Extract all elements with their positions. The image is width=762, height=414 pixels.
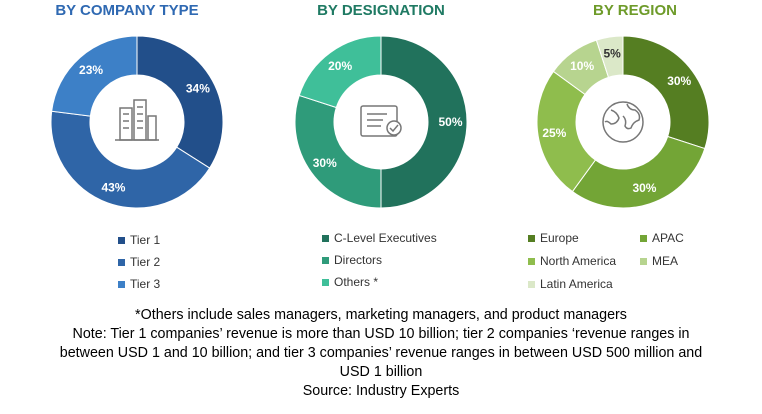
- legend-swatch: [528, 257, 535, 265]
- legend-label: Europe: [540, 231, 579, 245]
- legend-label: Tier 2: [130, 255, 161, 269]
- legend-swatch: [640, 257, 647, 265]
- company-type-title: BY COMPANY TYPE: [55, 2, 199, 19]
- donut-charts: 34% 43% 23% 50% 30% 20% 30% 30% 25% 10% 5%: [50, 35, 710, 209]
- legend-swatch: [322, 234, 329, 242]
- legend-item-others: Others *: [322, 275, 378, 289]
- legend-label: Tier 1: [130, 233, 161, 247]
- source-note: Source: Industry Experts: [302, 383, 460, 399]
- data-label-tier-3: 23%: [79, 63, 103, 77]
- data-label-mea: 10%: [570, 59, 594, 73]
- legend-item-tier-1: Tier 1: [118, 233, 160, 247]
- tier-note-line-3: USD 1 billion: [339, 364, 423, 380]
- data-label-others: 20%: [328, 59, 352, 73]
- data-label-apac: 30%: [632, 181, 656, 195]
- legend-item-apac: APAC: [640, 231, 684, 245]
- tier-note-line-1: Note: Tier 1 companies’ revenue is more …: [72, 326, 690, 342]
- data-label-c-level-executives: 50%: [438, 115, 462, 129]
- donut-hole: [334, 75, 428, 169]
- footnotes: *Others include sales managers, marketin…: [0, 306, 762, 401]
- legend-swatch: [118, 258, 125, 266]
- legend-label: Directors: [334, 253, 383, 267]
- others-footnote: *Others include sales managers, marketin…: [135, 307, 627, 323]
- legend-item-tier-2: Tier 2: [118, 255, 160, 269]
- buildings-icon: [115, 99, 159, 141]
- designation-title: BY DESIGNATION: [317, 2, 445, 19]
- legend-swatch: [118, 280, 125, 288]
- legend-swatch: [322, 256, 329, 264]
- legend-item-tier-3: Tier 3: [118, 277, 160, 291]
- data-label-north-america: 25%: [542, 126, 566, 140]
- legend-label: Others *: [334, 275, 379, 289]
- legend-item-c-level: C-Level Executives: [322, 231, 437, 245]
- legend-item-europe: Europe: [528, 231, 579, 245]
- legend-swatch: [118, 236, 125, 244]
- data-label-directors: 30%: [313, 156, 337, 170]
- legend-item-mea: MEA: [640, 254, 678, 268]
- data-label-tier-1: 34%: [186, 82, 210, 96]
- legend-label: APAC: [652, 231, 684, 245]
- legend-label: Tier 3: [130, 277, 161, 291]
- certificate-icon: [360, 105, 402, 137]
- data-label-europe: 30%: [667, 74, 691, 88]
- legend-label: C-Level Executives: [334, 231, 437, 245]
- data-label-tier-2: 43%: [101, 180, 125, 194]
- legend-swatch: [528, 280, 535, 288]
- region-title: BY REGION: [593, 2, 677, 19]
- legend-label: Latin America: [540, 277, 613, 291]
- legend-swatch: [322, 278, 329, 286]
- legend-item-latin-america: Latin America: [528, 277, 613, 291]
- tier-note-line-2: between USD 1 and 10 billion; and tier 3…: [59, 345, 703, 361]
- data-label-latin-america: 5%: [603, 46, 621, 60]
- legend-item-directors: Directors: [322, 253, 382, 267]
- legend-swatch: [528, 234, 535, 242]
- donut-hole: [90, 75, 184, 169]
- donut-hole: [576, 75, 670, 169]
- legend-swatch: [640, 234, 647, 242]
- legend-label: MEA: [652, 254, 679, 268]
- legend-item-north-america: North America: [528, 254, 616, 268]
- globe-icon: [602, 101, 644, 143]
- legend-label: North America: [540, 254, 617, 268]
